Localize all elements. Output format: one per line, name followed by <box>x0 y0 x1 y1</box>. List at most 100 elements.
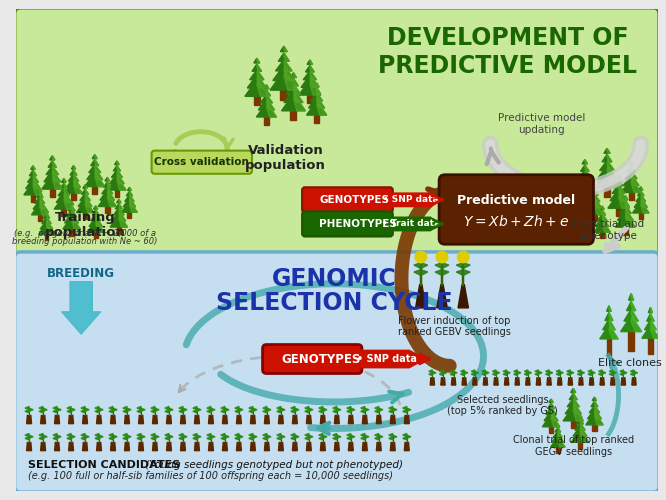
Polygon shape <box>536 378 541 385</box>
Polygon shape <box>528 372 531 374</box>
Polygon shape <box>556 370 559 373</box>
Polygon shape <box>525 378 530 385</box>
Polygon shape <box>83 185 87 188</box>
Polygon shape <box>291 410 295 413</box>
Polygon shape <box>627 302 636 310</box>
Polygon shape <box>462 378 466 385</box>
Polygon shape <box>473 378 477 385</box>
Polygon shape <box>31 195 35 202</box>
Polygon shape <box>595 202 603 214</box>
Polygon shape <box>651 320 656 330</box>
Polygon shape <box>631 161 633 165</box>
Polygon shape <box>375 434 379 436</box>
Polygon shape <box>551 414 559 427</box>
Polygon shape <box>441 378 445 385</box>
Polygon shape <box>73 166 76 169</box>
Polygon shape <box>250 442 255 450</box>
Polygon shape <box>615 214 635 227</box>
Polygon shape <box>211 435 215 438</box>
Polygon shape <box>81 434 85 436</box>
Polygon shape <box>155 408 159 412</box>
FancyArrowPatch shape <box>62 282 101 334</box>
Polygon shape <box>39 224 54 234</box>
Polygon shape <box>85 200 94 212</box>
Polygon shape <box>620 370 623 373</box>
Text: • SNP data: • SNP data <box>384 196 439 204</box>
Polygon shape <box>558 434 563 442</box>
Polygon shape <box>545 370 549 373</box>
Polygon shape <box>609 325 618 339</box>
Polygon shape <box>414 262 421 268</box>
Polygon shape <box>503 373 507 376</box>
Polygon shape <box>651 326 659 338</box>
Polygon shape <box>151 406 155 410</box>
Polygon shape <box>621 378 625 385</box>
Polygon shape <box>96 210 99 215</box>
Polygon shape <box>77 200 94 212</box>
Polygon shape <box>39 406 43 410</box>
Polygon shape <box>607 148 610 154</box>
Polygon shape <box>284 46 287 52</box>
Polygon shape <box>277 410 281 413</box>
Polygon shape <box>492 373 496 376</box>
Polygon shape <box>95 160 99 166</box>
Polygon shape <box>64 192 71 202</box>
Polygon shape <box>568 378 573 385</box>
Polygon shape <box>558 432 562 437</box>
Polygon shape <box>600 206 604 210</box>
Polygon shape <box>53 406 57 410</box>
Polygon shape <box>631 178 641 192</box>
Polygon shape <box>45 210 49 212</box>
Polygon shape <box>68 174 79 181</box>
Polygon shape <box>85 435 89 438</box>
Polygon shape <box>94 206 98 209</box>
Polygon shape <box>113 408 117 412</box>
Polygon shape <box>277 434 281 436</box>
Polygon shape <box>585 202 603 214</box>
Polygon shape <box>627 166 635 172</box>
Polygon shape <box>111 442 115 450</box>
Polygon shape <box>68 206 75 211</box>
Polygon shape <box>270 71 298 90</box>
Polygon shape <box>486 372 489 374</box>
Polygon shape <box>440 373 443 376</box>
Polygon shape <box>25 436 29 440</box>
Polygon shape <box>607 166 617 179</box>
Polygon shape <box>39 436 43 440</box>
Polygon shape <box>249 434 253 436</box>
Polygon shape <box>52 170 61 182</box>
Polygon shape <box>83 416 87 424</box>
Polygon shape <box>393 408 397 412</box>
Polygon shape <box>625 196 628 200</box>
Polygon shape <box>294 94 305 111</box>
Polygon shape <box>179 406 183 410</box>
Polygon shape <box>166 442 171 450</box>
Polygon shape <box>309 435 313 438</box>
Text: Validation
population: Validation population <box>245 144 326 172</box>
Polygon shape <box>107 178 109 181</box>
Polygon shape <box>94 232 98 238</box>
Polygon shape <box>47 218 51 224</box>
Polygon shape <box>33 182 42 195</box>
Polygon shape <box>291 436 295 440</box>
Polygon shape <box>284 60 292 71</box>
Polygon shape <box>619 185 625 194</box>
Polygon shape <box>221 436 225 440</box>
Polygon shape <box>127 435 131 438</box>
Polygon shape <box>551 399 553 402</box>
Polygon shape <box>558 424 559 427</box>
Polygon shape <box>482 373 486 376</box>
Polygon shape <box>620 373 623 376</box>
Polygon shape <box>97 416 101 424</box>
Polygon shape <box>207 406 211 410</box>
Text: BREEDING: BREEDING <box>47 268 115 280</box>
Polygon shape <box>551 404 555 408</box>
Polygon shape <box>595 397 597 400</box>
Polygon shape <box>61 178 66 182</box>
Polygon shape <box>165 436 169 440</box>
Polygon shape <box>67 178 81 187</box>
Polygon shape <box>54 196 73 209</box>
Polygon shape <box>542 414 559 427</box>
Polygon shape <box>108 178 126 190</box>
Polygon shape <box>60 184 68 189</box>
